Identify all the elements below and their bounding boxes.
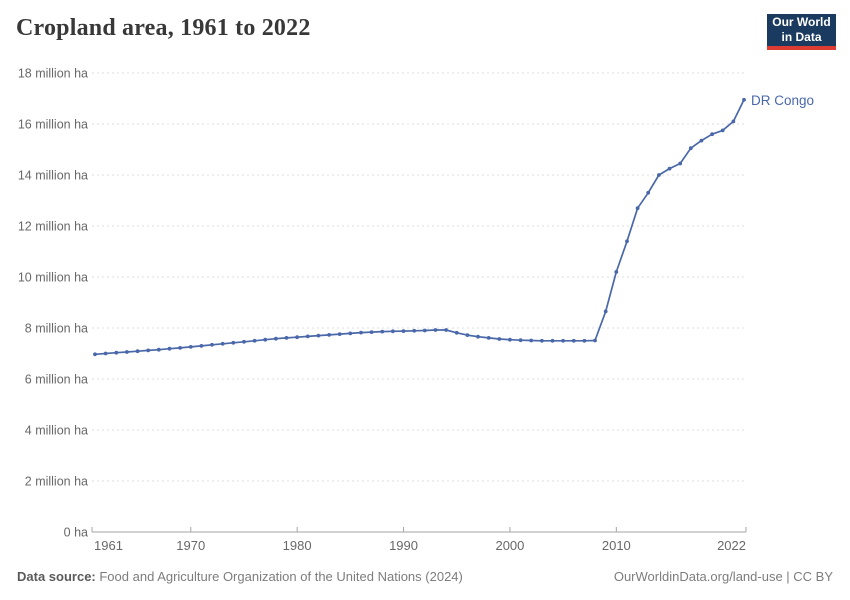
data-source-note: Data source: Food and Agriculture Organi…: [17, 569, 463, 584]
data-point[interactable]: [359, 330, 363, 335]
data-point[interactable]: [178, 346, 183, 350]
y-tick-label: 8 million ha: [25, 322, 88, 336]
data-point[interactable]: [391, 329, 395, 334]
data-point[interactable]: [135, 349, 140, 354]
y-tick-label: 0 ha: [64, 526, 88, 540]
x-tick-label: 1990: [389, 538, 418, 553]
x-tick-label: 1980: [283, 538, 312, 553]
data-point[interactable]: [369, 330, 374, 334]
data-point[interactable]: [561, 338, 565, 343]
y-tick-label: 12 million ha: [18, 220, 88, 234]
data-point[interactable]: [486, 336, 491, 340]
y-tick-label: 18 million ha: [18, 67, 88, 81]
x-tick-label: 2010: [602, 538, 631, 553]
data-point[interactable]: [348, 331, 353, 336]
x-tick-label: 2000: [495, 538, 524, 553]
owid-logo-line1: Our World: [772, 15, 831, 30]
data-point[interactable]: [188, 345, 193, 349]
y-tick-label: 6 million ha: [25, 373, 88, 387]
data-point[interactable]: [614, 270, 619, 274]
data-point[interactable]: [422, 328, 427, 333]
data-point[interactable]: [156, 347, 161, 352]
data-point[interactable]: [540, 338, 544, 343]
data-point[interactable]: [284, 336, 289, 340]
data-point[interactable]: [688, 146, 693, 151]
y-tick-label: 16 million ha: [18, 118, 88, 132]
data-point[interactable]: [274, 336, 278, 341]
data-point[interactable]: [657, 173, 661, 177]
data-point[interactable]: [380, 329, 385, 334]
data-point[interactable]: [210, 342, 214, 347]
data-point[interactable]: [646, 190, 651, 195]
data-point[interactable]: [433, 328, 438, 332]
data-point[interactable]: [742, 97, 746, 102]
data-point[interactable]: [337, 332, 342, 336]
data-point[interactable]: [412, 328, 417, 333]
data-point[interactable]: [710, 132, 714, 137]
owid-logo[interactable]: Our World in Data: [767, 14, 836, 50]
data-point[interactable]: [497, 337, 502, 341]
data-point[interactable]: [529, 338, 534, 343]
x-tick-label: 1970: [176, 538, 205, 553]
data-point[interactable]: [220, 341, 225, 346]
y-tick-label: 2 million ha: [25, 475, 88, 489]
data-source-label: Data source:: [17, 569, 96, 584]
data-point[interactable]: [699, 138, 704, 143]
chart-footer: Data source: Food and Agriculture Organi…: [17, 569, 833, 584]
data-point[interactable]: [625, 239, 629, 244]
data-point[interactable]: [263, 337, 268, 342]
y-tick-label: 4 million ha: [25, 424, 88, 438]
series-entity-label[interactable]: DR Congo: [751, 93, 815, 108]
data-point[interactable]: [571, 338, 576, 343]
data-point[interactable]: [114, 350, 119, 355]
data-point[interactable]: [550, 338, 555, 343]
data-point[interactable]: [103, 351, 108, 356]
data-point[interactable]: [720, 128, 725, 133]
data-point[interactable]: [146, 348, 151, 353]
y-tick-label: 14 million ha: [18, 169, 88, 183]
data-point[interactable]: [231, 340, 236, 345]
data-point[interactable]: [465, 333, 470, 337]
data-source-text: Food and Agriculture Organization of the…: [95, 569, 463, 584]
data-point[interactable]: [508, 337, 512, 342]
data-point[interactable]: [252, 338, 257, 343]
data-point[interactable]: [635, 206, 640, 211]
data-point[interactable]: [93, 352, 97, 357]
data-point[interactable]: [316, 333, 321, 338]
data-point[interactable]: [603, 309, 608, 314]
data-point[interactable]: [444, 328, 448, 332]
data-point[interactable]: [582, 338, 587, 343]
data-point[interactable]: [731, 119, 736, 124]
data-point[interactable]: [518, 338, 523, 343]
x-tick-label: 1961: [94, 538, 123, 553]
owid-logo-line2: in Data: [781, 30, 822, 44]
data-point[interactable]: [667, 166, 672, 171]
data-point[interactable]: [295, 335, 299, 340]
data-point[interactable]: [401, 329, 406, 333]
footer-credit-link[interactable]: OurWorldinData.org/land-use | CC BY: [613, 569, 833, 584]
x-tick-label: 2022: [717, 538, 746, 553]
data-point[interactable]: [167, 346, 172, 351]
data-point[interactable]: [242, 339, 246, 344]
data-point[interactable]: [593, 338, 597, 343]
chart-title: Cropland area, 1961 to 2022: [16, 15, 311, 41]
y-tick-label: 10 million ha: [18, 271, 88, 285]
data-point[interactable]: [199, 344, 204, 348]
data-point[interactable]: [305, 334, 310, 339]
data-line[interactable]: [94, 98, 745, 356]
data-point[interactable]: [125, 350, 129, 354]
data-point[interactable]: [678, 161, 683, 166]
data-point[interactable]: [327, 333, 331, 337]
data-point[interactable]: [454, 330, 459, 335]
data-point[interactable]: [476, 334, 480, 339]
